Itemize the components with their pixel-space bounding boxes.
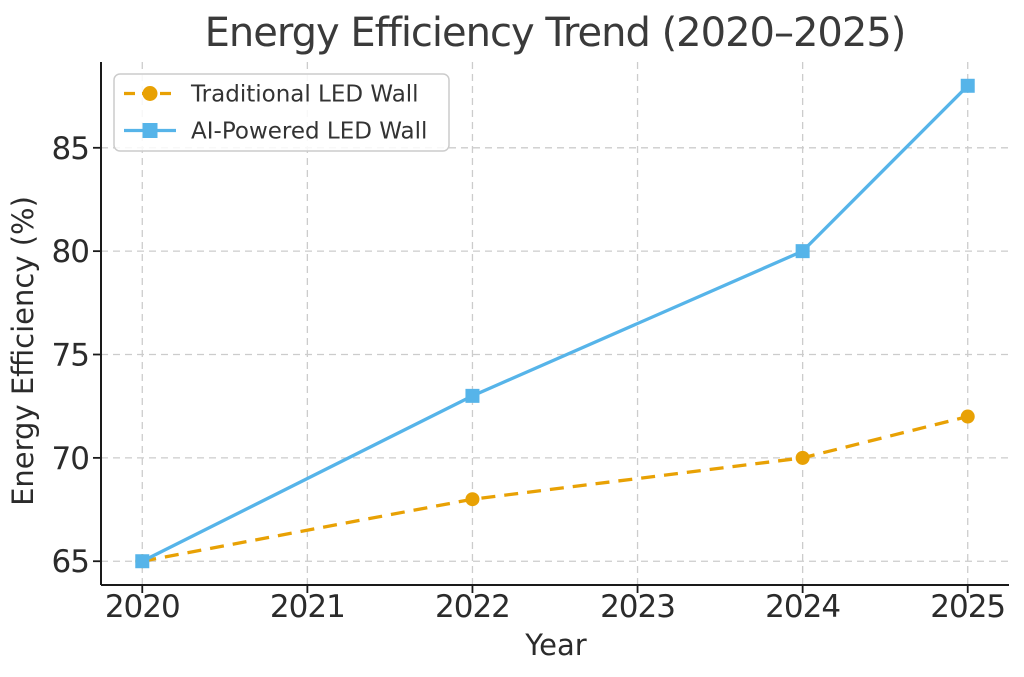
data-point-traditional-led-wall	[795, 450, 810, 465]
data-point-ai-powered-led-wall	[465, 388, 480, 403]
legend-item-traditional-led-wall: Traditional LED Wall	[124, 82, 419, 108]
legend: Traditional LED Wall AI-Powered LED Wall	[113, 73, 450, 152]
x-tick-label: 2021	[270, 589, 345, 625]
x-tick-label: 2024	[765, 589, 840, 625]
x-axis-label: Year	[524, 628, 586, 662]
y-tick-label: 85	[52, 131, 89, 167]
data-point-traditional-led-wall	[465, 492, 480, 507]
chart-title: Energy Efficiency Trend (2020–2025)	[205, 10, 906, 56]
data-point-ai-powered-led-wall	[135, 554, 150, 569]
legend-label: Traditional LED Wall	[190, 82, 419, 108]
series-line-traditional-led-wall	[141, 414, 969, 563]
x-tick-label: 2020	[105, 589, 180, 625]
y-tick-label: 80	[52, 234, 89, 270]
x-tick-label: 2023	[600, 589, 675, 625]
x-tick-label: 2022	[435, 589, 510, 625]
y-tick-label: 65	[52, 544, 89, 580]
data-point-traditional-led-wall	[960, 409, 975, 424]
data-series	[135, 78, 975, 569]
y-axis-label: Energy Efficiency (%)	[6, 196, 40, 506]
legend-item-ai-powered-led-wall: AI-Powered LED Wall	[124, 119, 427, 145]
x-tick-label: 2025	[930, 589, 1005, 625]
y-tick-label: 75	[52, 338, 89, 374]
legend-label: AI-Powered LED Wall	[191, 119, 427, 145]
y-tick-label: 70	[52, 441, 89, 477]
data-point-ai-powered-led-wall	[960, 78, 975, 93]
grid-lines	[101, 62, 1009, 585]
series-line-ai-powered-led-wall	[141, 84, 969, 563]
legend-sample-marker	[142, 123, 158, 138]
legend-sample-marker	[142, 86, 158, 101]
axes: 2020 2021 2022 2023 2024 2025 65 70 75 80 85	[52, 62, 1009, 625]
legend-box	[113, 73, 450, 152]
data-point-ai-powered-led-wall	[795, 244, 810, 259]
